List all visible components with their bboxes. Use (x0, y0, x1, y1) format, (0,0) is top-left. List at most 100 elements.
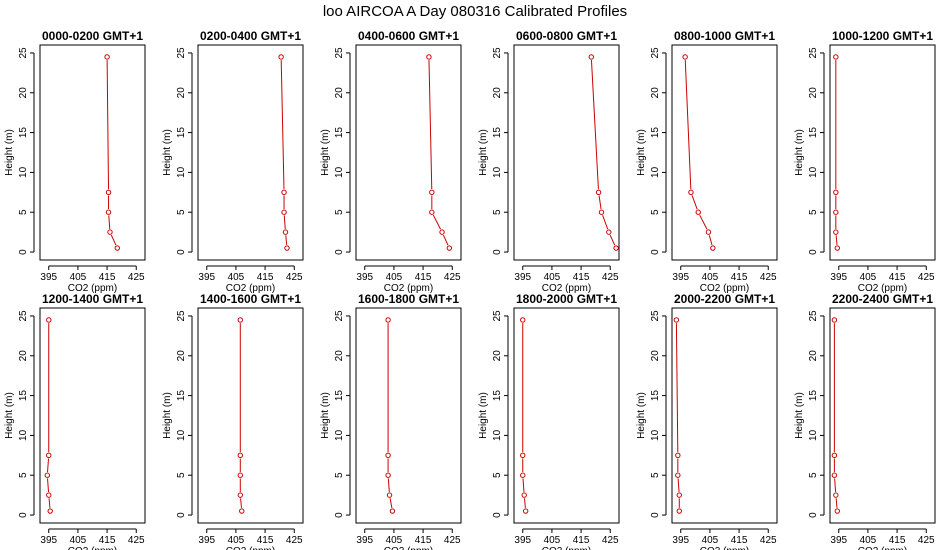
y-tick-label: 0 (808, 512, 819, 518)
data-point (688, 189, 694, 196)
x-tick-label: 405 (544, 272, 561, 283)
data-point (385, 452, 391, 459)
x-axis-label: CO2 (ppm) (226, 283, 275, 294)
series-segment (387, 478, 390, 492)
x-tick-label: 415 (889, 535, 906, 546)
x-tick-label: 405 (860, 535, 877, 546)
x-tick-label: 425 (918, 272, 935, 283)
data-point (833, 492, 839, 498)
data-point (606, 229, 612, 235)
x-tick-label: 425 (286, 272, 303, 283)
data-point (278, 54, 284, 60)
y-tick-label: 25 (808, 47, 819, 59)
data-point (520, 452, 526, 459)
y-tick-label: 15 (650, 127, 661, 139)
y-tick-label: 20 (176, 350, 187, 362)
data-point (520, 472, 526, 478)
x-axis-label: CO2 (ppm) (700, 283, 749, 294)
y-tick-label: 0 (176, 512, 187, 518)
x-tick-label: 425 (444, 272, 461, 283)
data-point (46, 452, 52, 459)
series-segment (108, 215, 111, 229)
series-segment (598, 195, 602, 210)
panel-5: 1000-1200 GMT+1 395 405 415 425 CO2 (ppm) 0 5 10… (794, 29, 936, 294)
series-segment (389, 498, 393, 508)
x-axis-label: CO2 (ppm) (226, 546, 275, 550)
y-tick-label: 5 (176, 472, 187, 478)
panel-title: 0200-0400 GMT+1 (200, 29, 301, 43)
y-tick-label: 10 (334, 429, 345, 441)
data-point (833, 209, 839, 215)
y-tick-label: 15 (650, 390, 661, 402)
y-tick-label: 15 (18, 127, 29, 139)
x-tick-label: 415 (573, 535, 590, 546)
x-tick-label: 405 (386, 272, 403, 283)
y-tick-label: 20 (650, 87, 661, 99)
y-tick-label: 25 (650, 47, 661, 59)
y-tick-label: 10 (18, 429, 29, 441)
series-segment (677, 478, 680, 492)
data-point (281, 189, 287, 196)
data-point (237, 472, 243, 478)
panel-4: 0800-1000 GMT+1 395 405 415 425 CO2 (ppm) 0 5 10… (636, 29, 778, 294)
x-tick-label: 415 (99, 535, 116, 546)
data-point (105, 189, 112, 196)
x-tick-label: 415 (573, 272, 590, 283)
series-segment (240, 498, 242, 508)
x-tick-label: 395 (356, 272, 373, 283)
data-point (834, 508, 840, 514)
data-point (237, 492, 243, 498)
data-point (239, 508, 245, 514)
x-axis-label: CO2 (ppm) (542, 546, 591, 550)
y-tick-label: 25 (334, 310, 345, 322)
data-point (595, 189, 602, 196)
plot-frame (829, 44, 936, 261)
x-tick-label: 405 (386, 535, 403, 546)
y-tick-label: 25 (18, 47, 29, 59)
y-tick-label: 10 (492, 429, 503, 441)
y-tick-label: 5 (18, 472, 29, 478)
x-axis-label: CO2 (ppm) (384, 283, 433, 294)
y-tick-label: 15 (176, 127, 187, 139)
figure-title: loo AIRCOA A Day 080316 Calibrated Profi… (323, 3, 627, 20)
plot-frame (355, 307, 462, 524)
y-tick-label: 20 (650, 350, 661, 362)
y-axis-label: Height (m) (636, 129, 647, 176)
x-tick-label: 425 (128, 272, 145, 283)
x-tick-label: 415 (731, 272, 748, 283)
x-tick-label: 415 (257, 535, 274, 546)
y-tick-label: 25 (176, 310, 187, 322)
data-point (833, 229, 839, 235)
plot-frame (197, 307, 304, 524)
x-tick-label: 425 (602, 272, 619, 283)
panel-title: 2000-2200 GMT+1 (674, 292, 775, 306)
y-tick-label: 25 (334, 47, 345, 59)
y-axis-label: Height (m) (794, 129, 805, 176)
plot-frame (829, 307, 936, 524)
y-tick-label: 10 (808, 166, 819, 178)
plot-frame (513, 44, 620, 261)
x-tick-label: 415 (257, 272, 274, 283)
series-segment (47, 458, 50, 473)
x-tick-label: 415 (731, 535, 748, 546)
y-axis-label: Height (m) (794, 392, 805, 439)
y-tick-label: 10 (492, 166, 503, 178)
y-tick-label: 20 (18, 87, 29, 99)
data-point (598, 209, 605, 215)
panel-0: 0000-0200 GMT+1 395 405 415 425 CO2 (ppm) 0 5 10… (4, 29, 146, 294)
panel-9: 1800-2000 GMT+1 395 405 415 425 CO2 (ppm) 0 5 10… (478, 292, 620, 550)
panel-1: 0200-0400 GMT+1 395 405 415 425 CO2 (ppm) 0 5 10… (162, 29, 304, 294)
x-tick-label: 395 (40, 272, 57, 283)
y-tick-label: 15 (492, 127, 503, 139)
series-segment (675, 323, 679, 453)
y-tick-label: 10 (18, 166, 29, 178)
series-segment (602, 215, 609, 230)
x-tick-label: 395 (198, 535, 215, 546)
panel-10: 2000-2200 GMT+1 395 405 415 425 CO2 (ppm) 0 5 10… (636, 292, 778, 550)
data-point (521, 492, 527, 498)
y-tick-label: 5 (334, 472, 345, 478)
x-tick-label: 415 (415, 535, 432, 546)
series-segment (691, 195, 698, 210)
series-segment (428, 60, 433, 190)
